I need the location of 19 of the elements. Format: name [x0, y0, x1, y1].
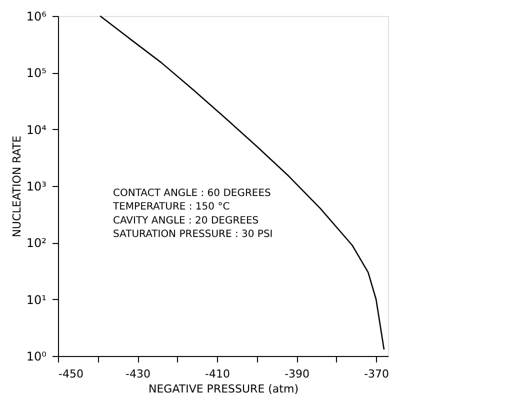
x-tick-label: -390	[284, 368, 310, 380]
annotation: SATURATION PRESSURE : 30 PSI	[113, 229, 273, 240]
y-tick-label: 10⁰	[26, 350, 47, 364]
x-axis-title: NEGATIVE PRESSURE (atm)	[148, 382, 298, 396]
x-tick-label: -370	[364, 368, 390, 380]
annotation: CONTACT ANGLE : 60 DEGREES	[113, 188, 271, 199]
annotation: CAVITY ANGLE : 20 DEGREES	[113, 215, 259, 226]
y-tick-label: 10⁶	[26, 10, 47, 24]
y-tick-label: 10³	[26, 180, 47, 194]
y-tick-label: 10⁵	[26, 66, 47, 80]
y-tick-label: 10²	[26, 236, 47, 250]
x-tick-label: -430	[126, 368, 150, 380]
x-tick-label: -450	[58, 368, 84, 380]
x-tick-label: -410	[205, 368, 230, 380]
annotation: TEMPERATURE : 150 °C	[112, 202, 230, 213]
y-tick-label: 10¹	[26, 292, 47, 307]
y-tick-label: 10⁴	[26, 122, 47, 137]
y-axis-title: NUCLEATION RATE	[10, 136, 24, 238]
line-series	[99, 15, 385, 350]
